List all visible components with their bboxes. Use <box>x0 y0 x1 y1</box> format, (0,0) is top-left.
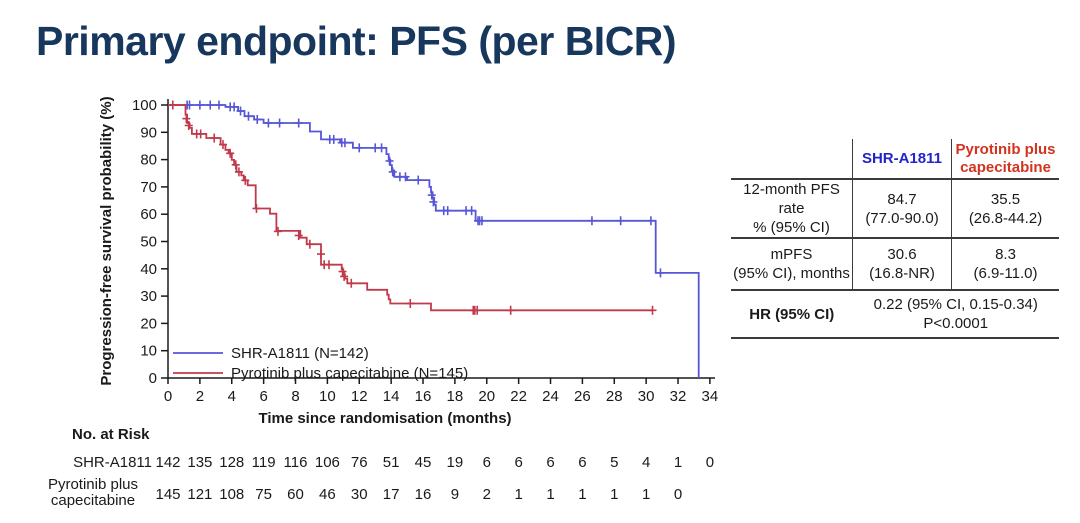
risk-value: 9 <box>450 486 460 503</box>
risk-row-label-pyrotinib: Pyrotinib plus capecitabine <box>30 477 156 509</box>
results-row3-label: HR (95% CI) <box>731 290 853 339</box>
x-tick-label: 34 <box>702 388 719 405</box>
y-tick-label: 0 <box>149 370 157 387</box>
risk-table-heading: No. at Risk <box>72 426 150 443</box>
results-row1-label: 12-month PFS rate % (95% CI) <box>731 179 853 239</box>
km-curve-shr-a1811 <box>168 104 700 378</box>
risk-value: 1 <box>546 486 555 503</box>
y-tick-label: 50 <box>140 234 157 251</box>
legend-label-1: Pyrotinib plus capecitabine (N=145) <box>231 365 468 382</box>
results-row2-label: mPFS (95% CI), months <box>731 238 853 291</box>
risk-value: 60 <box>287 486 304 503</box>
risk-value: 116 <box>283 454 308 471</box>
results-row3-hr-value: 0.22 (95% CI, 0.15-0.34) P<0.0001 <box>852 290 1059 339</box>
risk-value: 51 <box>382 454 400 471</box>
x-tick-label: 28 <box>606 388 623 405</box>
x-tick-label: 12 <box>351 388 368 405</box>
x-tick-label: 22 <box>510 388 527 405</box>
risk-row-label-shr: SHR-A1811 <box>73 454 152 471</box>
x-tick-label: 8 <box>291 388 299 405</box>
x-tick-label: 24 <box>542 388 559 405</box>
y-tick-label: 80 <box>140 152 157 169</box>
risk-value: 6 <box>546 454 555 471</box>
risk-row-label-pyrotinib-line2: capecitabine <box>50 492 136 509</box>
risk-value: 75 <box>255 486 272 503</box>
risk-value: 145 <box>155 486 181 503</box>
risk-value: 106 <box>314 454 340 471</box>
results-row2-pyrotinib-value: 8.3 (6.9-11.0) <box>951 238 1059 291</box>
risk-row-label-pyrotinib-line1: Pyrotinib plus <box>47 476 139 493</box>
y-tick-label: 30 <box>140 288 157 305</box>
x-tick-label: 2 <box>196 388 204 405</box>
x-tick-label: 26 <box>574 388 591 405</box>
risk-value: 128 <box>219 454 245 471</box>
y-tick-label: 10 <box>140 343 157 360</box>
risk-value: 1 <box>514 486 523 503</box>
risk-value: 45 <box>414 454 432 471</box>
risk-value: 1 <box>610 486 619 503</box>
y-tick-label: 40 <box>140 261 157 278</box>
x-tick-label: 4 <box>228 388 236 405</box>
y-axis-title: Progression-free survival probability (%… <box>98 96 115 385</box>
x-tick-label: 6 <box>259 388 267 405</box>
risk-value: 46 <box>319 486 336 503</box>
y-tick-label: 100 <box>132 97 157 114</box>
y-tick-label: 70 <box>140 179 157 196</box>
risk-value: 1 <box>641 486 651 503</box>
risk-value: 1 <box>578 486 587 503</box>
legend-label-0: SHR-A1811 (N=142) <box>231 345 369 362</box>
y-tick-label: 90 <box>140 124 157 141</box>
risk-value: 17 <box>382 486 400 503</box>
page-title: Primary endpoint: PFS (per BICR) <box>36 18 677 64</box>
x-tick-label: 10 <box>319 388 336 405</box>
x-tick-label: 0 <box>164 388 172 405</box>
x-tick-label: 32 <box>670 388 687 405</box>
risk-value: 4 <box>641 454 651 471</box>
risk-value: 0 <box>673 486 683 503</box>
results-row1-pyrotinib-value: 35.5 (26.8-44.2) <box>951 179 1059 239</box>
results-header-pyrotinib: Pyrotinib plus capecitabine <box>951 139 1059 180</box>
risk-value: 6 <box>482 454 491 471</box>
km-curve-pyrotinib <box>168 104 653 312</box>
risk-value: 19 <box>446 454 464 471</box>
risk-value: 142 <box>155 454 181 471</box>
risk-value: 121 <box>187 486 213 503</box>
risk-value: 30 <box>350 486 368 503</box>
risk-value: 1 <box>673 454 683 471</box>
x-tick-label: 20 <box>478 388 495 405</box>
y-tick-label: 60 <box>140 206 157 223</box>
x-tick-label: 30 <box>638 388 655 405</box>
risk-value: 16 <box>414 486 432 503</box>
km-chart: 0 10 20 30 40 50 60 70 80 90 100 0 2 4 6 8 10 12 14 16 18 20 2… <box>95 85 755 435</box>
risk-value: 119 <box>251 454 276 471</box>
y-tick-label: 20 <box>140 315 157 332</box>
results-header-empty <box>731 139 853 180</box>
x-tick-label: 14 <box>383 388 400 405</box>
x-axis-title: Time since randomisation (months) <box>258 410 511 427</box>
x-tick-label: 18 <box>447 388 464 405</box>
results-table: SHR-A1811 Pyrotinib plus capecitabine 12… <box>731 139 1059 339</box>
risk-value: 135 <box>187 454 213 471</box>
risk-value: 6 <box>514 454 523 471</box>
risk-value: 5 <box>610 454 619 471</box>
x-tick-label: 16 <box>415 388 432 405</box>
risk-value: 2 <box>482 486 491 503</box>
results-row2-shr-value: 30.6 (16.8-NR) <box>852 238 952 291</box>
risk-value: 6 <box>578 454 587 471</box>
results-header-shr: SHR-A1811 <box>852 139 952 180</box>
risk-value: 108 <box>219 486 245 503</box>
results-row1-shr-value: 84.7 (77.0-90.0) <box>852 179 952 239</box>
risk-value: 0 <box>705 454 715 471</box>
risk-value: 76 <box>350 454 368 471</box>
